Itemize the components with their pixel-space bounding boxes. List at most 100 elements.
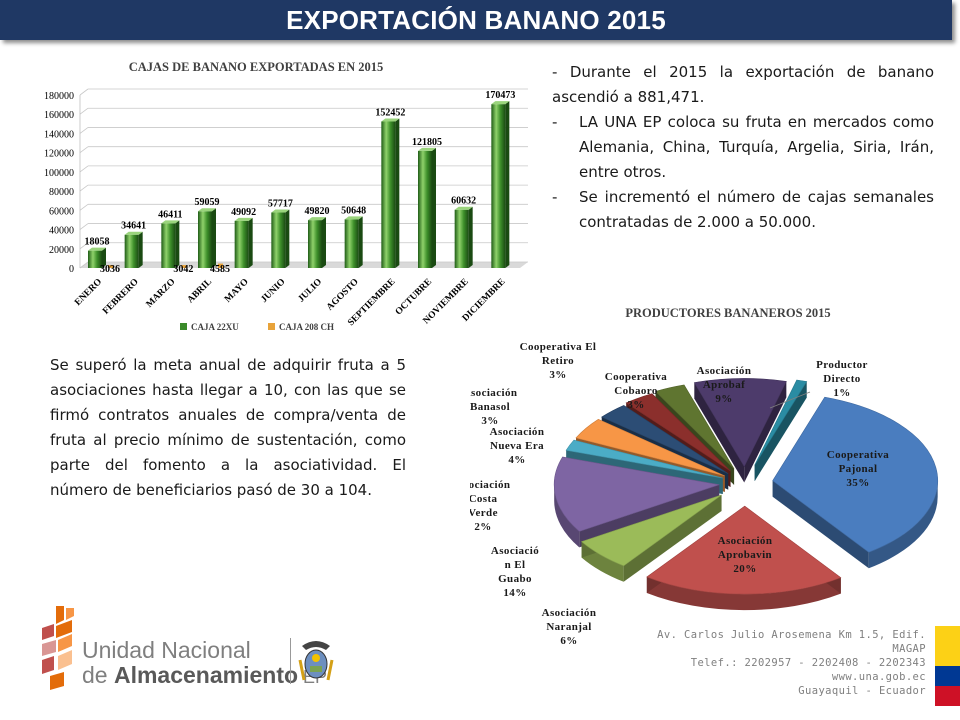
bar-top <box>344 216 363 220</box>
pie-chart-title: PRODUCTORES BANANEROS 2015 <box>625 306 830 320</box>
bar-side <box>102 247 106 268</box>
bar-chart-svg: CAJAS DE BANANO EXPORTADAS EN 2015 0 20000… <box>44 60 528 332</box>
pie-label: Aprobavin <box>718 549 772 561</box>
bar-caja-22xu <box>271 212 286 268</box>
pie-label: Productor <box>816 359 868 371</box>
gridline-depth <box>79 107 89 115</box>
y-tick-label: 80000 <box>49 187 74 198</box>
bar-side <box>138 231 143 268</box>
associations-paragraph: Se superó la meta anual de adquirir frut… <box>50 356 406 499</box>
bar-side <box>505 101 510 268</box>
pie-label: 9% <box>715 393 732 405</box>
x-tick-label: ABRIL <box>186 277 214 305</box>
pie-label: Asociación <box>542 607 597 619</box>
x-tick-label: JUNIO <box>259 277 287 305</box>
bar-top <box>308 217 326 221</box>
bar-caja-22xu <box>454 209 469 268</box>
bar-caja-208ch <box>218 263 223 268</box>
bar-side <box>395 118 400 269</box>
y-tick-label: 0 <box>69 264 74 275</box>
legend-label-22xu: CAJA 22XU <box>191 322 239 332</box>
bullet-text-markets: LA UNA EP coloca su fruta en mercados co… <box>579 113 934 181</box>
city-line: Guayaquil - Ecuador <box>798 685 926 697</box>
slide-title-bar: EXPORTACIÓN BANANO 2015 <box>0 0 952 40</box>
gridline-depth <box>79 88 89 96</box>
bar-side <box>358 216 363 268</box>
pie-slice-side <box>554 484 580 548</box>
y-tick-label: 40000 <box>49 226 74 237</box>
bar-side <box>212 208 216 268</box>
pie-label: Asociació <box>491 545 539 557</box>
bar-caja-22xu <box>124 234 139 268</box>
pie-slice-side <box>868 480 938 569</box>
pie-label: Verde <box>470 507 498 519</box>
bar-top <box>234 217 253 221</box>
pie-label: Asociación <box>470 479 510 491</box>
pie-leader-line <box>769 391 811 409</box>
pie-label: Cooperativa <box>605 371 668 383</box>
pie-label: Cobaoro <box>614 385 658 397</box>
bar-top <box>161 220 180 224</box>
bullet-text-boxes: Se incrementó el número de cajas semanal… <box>579 188 934 231</box>
pie-slice <box>625 393 731 472</box>
bar-caja-22xu <box>234 220 249 268</box>
bar-caja-22xu <box>418 150 432 268</box>
x-tick-label: ENERO <box>73 277 104 308</box>
pie-label: Naranjal <box>546 621 591 633</box>
website-line: www.una.gob.ec <box>831 671 926 683</box>
bar-data-label: 57717 <box>268 199 293 210</box>
pie-slice <box>575 418 725 477</box>
bar-top <box>198 208 216 212</box>
y-tick-label: 120000 <box>44 149 74 160</box>
pie-label: 2% <box>474 521 491 533</box>
bar-caja-208ch <box>181 265 187 268</box>
pie-slice <box>693 378 787 468</box>
gridline-depth <box>79 127 89 134</box>
flag-stripe-blue <box>935 666 960 686</box>
bar-caja-22xu <box>161 223 176 268</box>
y-tick-label: 160000 <box>44 110 74 121</box>
pie-label: Retiro <box>542 355 574 367</box>
bar-side <box>285 209 290 268</box>
pie-label: n El <box>505 559 526 571</box>
bar-caja-22xu <box>198 211 212 268</box>
una-logo-mark-icon <box>42 606 74 690</box>
ecuador-coat-of-arms-icon <box>298 641 334 681</box>
pie-label: 1% <box>833 387 850 399</box>
y-tick-label: 180000 <box>44 91 74 102</box>
pie-label: 3% <box>627 399 644 411</box>
x-tick-label: MAYO <box>223 277 251 305</box>
pie-label: Asociación <box>718 535 773 547</box>
bar-data-label: 170473 <box>485 90 515 101</box>
bar-data-label: 46411 <box>158 209 182 220</box>
chart-floor <box>80 262 528 268</box>
bar-top <box>88 247 106 251</box>
bar-chart: CAJAS DE BANANO EXPORTADAS EN 2015 0 20000… <box>28 52 538 342</box>
bar-top <box>381 118 400 122</box>
bar-data-label-208ch: 3042 <box>173 264 193 275</box>
pie-slice-wall <box>694 382 745 483</box>
gridline-depth <box>79 242 89 250</box>
bar-data-label: 34641 <box>121 221 146 232</box>
phone-line: Telef.: 2202957 - 2202408 - 2202343 <box>690 657 926 669</box>
bar-data-label: 50648 <box>341 205 366 216</box>
pie-slice-wall <box>744 381 787 483</box>
pie-label: Directo <box>823 373 861 385</box>
pie-label: Nueva Era <box>490 440 544 452</box>
bar-data-label: 49092 <box>231 207 256 218</box>
pie-label: 4% <box>508 454 525 466</box>
bullet-item: - LA UNA EP coloca su fruta en mercados … <box>552 110 934 185</box>
bar-caja-208ch <box>108 265 113 268</box>
contact-info: Av. Carlos Julio Arosemena Km 1.5, Edif.… <box>626 628 926 698</box>
flag-stripe-red <box>935 686 960 706</box>
pie-label: Asociación <box>490 426 545 438</box>
bar-data-label: 152452 <box>375 107 405 118</box>
pie-slice-side <box>646 576 841 611</box>
bar-caja-22xu <box>344 219 359 268</box>
pie-slice <box>581 494 722 567</box>
pie-label: Asociación <box>697 365 752 377</box>
bar-data-label: 18058 <box>85 237 110 248</box>
x-tick-label: AGOSTO <box>325 277 361 313</box>
y-tick-label: 60000 <box>49 206 74 217</box>
pie-label: Costa <box>470 493 498 505</box>
